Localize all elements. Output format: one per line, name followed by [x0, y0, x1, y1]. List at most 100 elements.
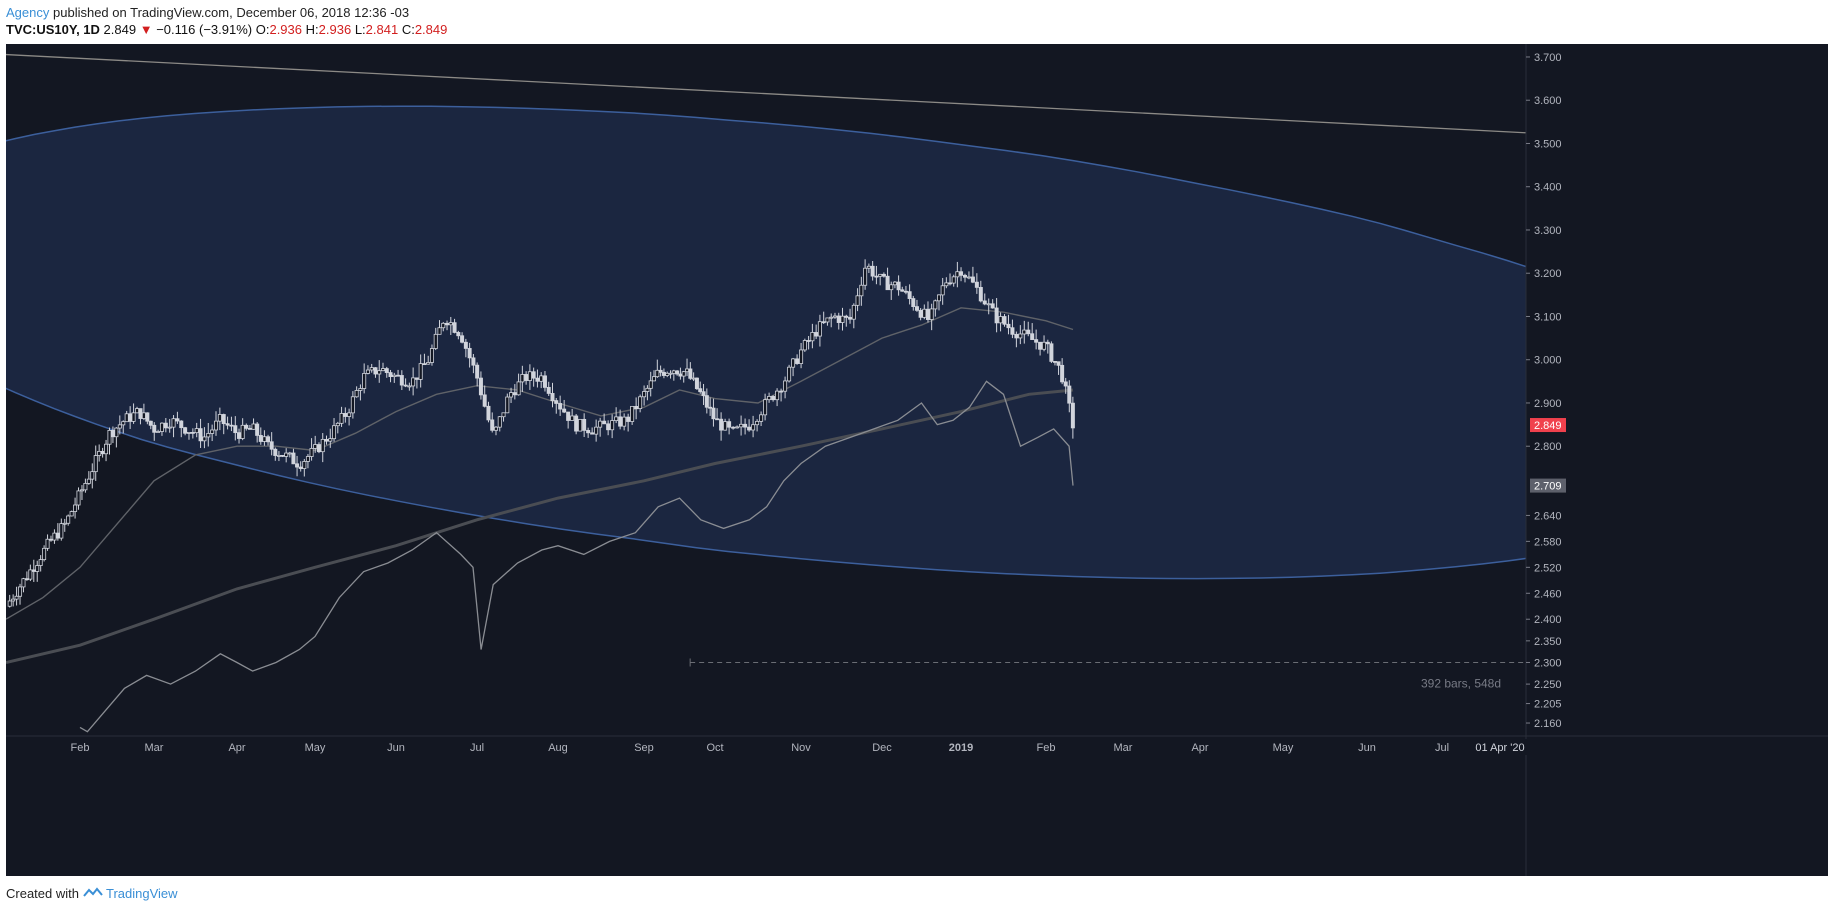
y-tick-label: 2.900: [1534, 398, 1562, 410]
candle: [825, 317, 830, 326]
price-chart[interactable]: 392 bars, 548d 3.700 3.600 3.500 3.400 3.300 3…: [6, 44, 1828, 876]
candle-body: [217, 414, 222, 422]
candle-body: [93, 455, 98, 473]
candle: [167, 418, 172, 433]
candle-body: [948, 282, 953, 285]
candle: [844, 314, 849, 327]
candle: [570, 408, 575, 421]
candle-body: [183, 427, 188, 434]
candle: [1045, 339, 1050, 354]
candle: [48, 535, 53, 542]
author-link[interactable]: Agency: [6, 5, 50, 20]
candle: [240, 418, 245, 441]
candle-body: [135, 408, 140, 414]
candle: [652, 370, 657, 382]
candle-body: [610, 420, 615, 431]
y-tick-label: 2.640: [1534, 510, 1562, 522]
candle-body: [148, 420, 153, 426]
candle: [829, 313, 834, 328]
candle: [1056, 361, 1061, 375]
candle-body: [97, 450, 102, 456]
candle: [723, 418, 728, 431]
candle-body: [206, 433, 211, 438]
tradingview-link[interactable]: TradingView: [106, 886, 178, 901]
candle: [441, 322, 446, 332]
candle-body: [590, 432, 595, 435]
candle-body: [817, 321, 822, 337]
candle: [316, 442, 321, 454]
candle-body: [221, 414, 226, 425]
candle: [922, 304, 927, 320]
candle-body: [377, 370, 382, 375]
candle: [645, 385, 650, 401]
candle-body: [28, 569, 33, 580]
candle-body: [944, 282, 949, 287]
x-tick-label: Apr: [228, 742, 245, 754]
candle-body: [117, 424, 122, 429]
candle: [422, 353, 427, 366]
candle: [302, 458, 307, 477]
x-tick-label: Jun: [387, 742, 405, 754]
candle-body: [550, 393, 555, 401]
candle-body: [863, 267, 868, 286]
candle-body: [324, 438, 329, 442]
candle: [83, 478, 88, 493]
candle: [280, 455, 285, 458]
candle: [97, 444, 102, 462]
candle-body: [665, 372, 670, 376]
candle: [66, 514, 71, 526]
candle: [566, 411, 571, 429]
candle-body: [233, 425, 238, 434]
candle: [779, 388, 784, 402]
candle: [914, 299, 919, 312]
candle: [354, 386, 359, 398]
candle: [806, 336, 811, 350]
candle-body: [959, 271, 964, 276]
trend-line: [6, 53, 1526, 134]
candle-body: [622, 416, 627, 427]
candle-body: [755, 420, 760, 426]
candle: [7, 594, 12, 608]
candle: [332, 418, 337, 442]
candle: [618, 409, 623, 430]
candle-body: [775, 390, 780, 401]
candle-body: [35, 565, 40, 572]
candle: [79, 485, 84, 500]
candle-body: [535, 377, 540, 382]
candle: [747, 419, 752, 432]
candle-body: [531, 371, 536, 379]
candle-body: [403, 384, 408, 387]
candle-body: [1042, 341, 1047, 350]
candle-body: [422, 363, 427, 366]
candle-body: [799, 349, 804, 364]
candle-body: [347, 412, 352, 417]
candle: [1060, 358, 1065, 385]
candle-body: [668, 372, 673, 375]
candle: [574, 414, 579, 435]
candle-body: [783, 380, 788, 392]
candle-body: [295, 463, 300, 468]
candle-body: [851, 304, 856, 320]
candle: [309, 438, 314, 461]
candle: [918, 308, 923, 321]
candle: [1022, 320, 1027, 344]
candle: [959, 267, 964, 282]
candle: [832, 312, 837, 319]
candle-body: [380, 368, 385, 372]
open-label: O:: [255, 22, 270, 37]
candle: [1063, 377, 1068, 394]
chart-area[interactable]: 392 bars, 548d 3.700 3.600 3.500 3.400 3.300 3…: [6, 44, 1828, 876]
candle-body: [287, 452, 292, 455]
candle: [739, 415, 744, 436]
candle-body: [266, 436, 271, 443]
candle: [343, 407, 348, 423]
candle: [305, 454, 310, 469]
candle-body: [527, 371, 532, 381]
candle: [940, 277, 945, 305]
candle: [388, 369, 393, 383]
low-label: L:: [354, 22, 366, 37]
candle: [179, 420, 184, 438]
x-tick-label: Jul: [470, 742, 484, 754]
candle: [145, 412, 150, 425]
candle: [392, 372, 397, 383]
